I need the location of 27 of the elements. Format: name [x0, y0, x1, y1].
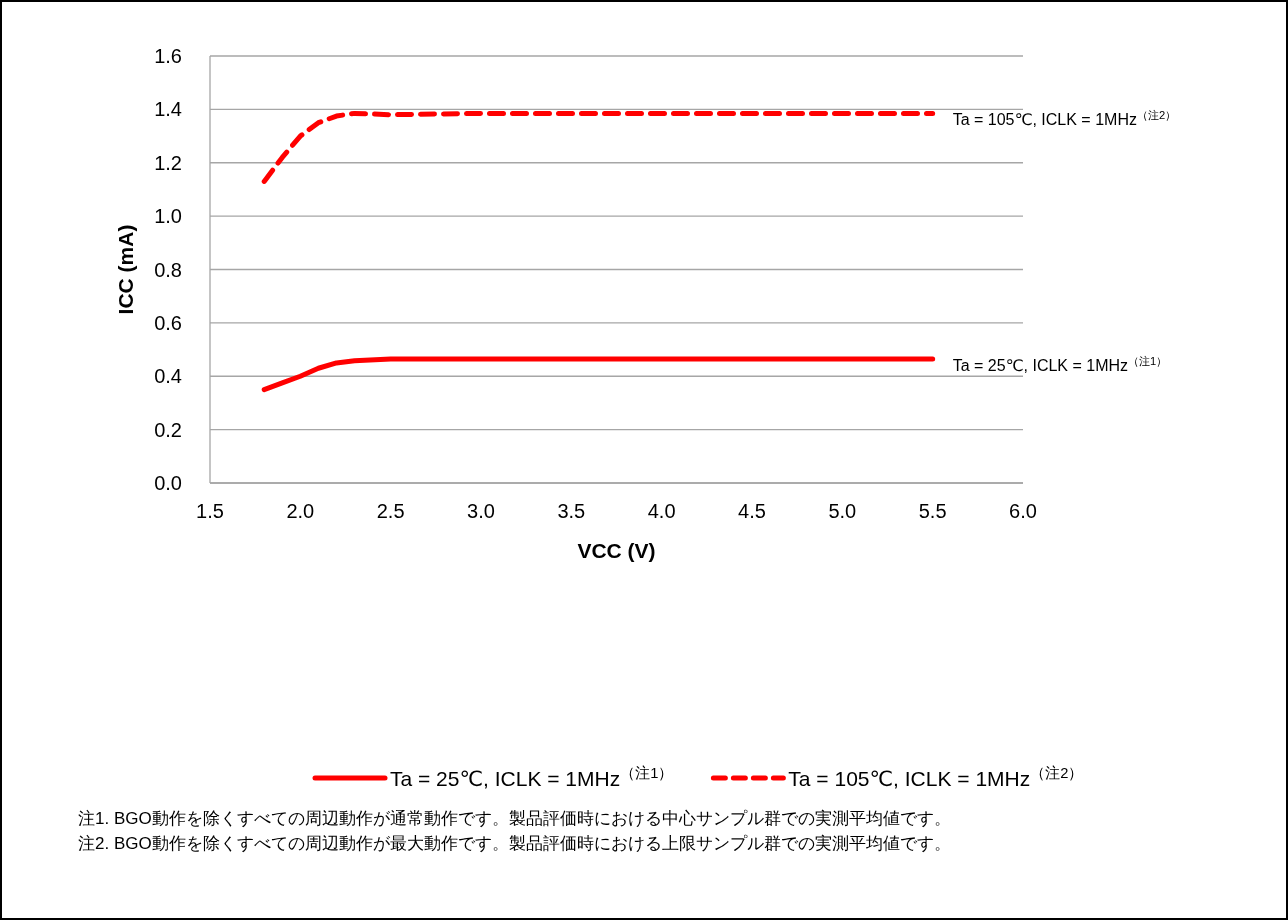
legend-label: Ta = 25℃, ICLK = 1MHz$^{（注1）}$: [390, 765, 674, 790]
y-tick-label: 1.6: [154, 45, 182, 67]
x-tick-label: 2.0: [286, 500, 315, 522]
annotation: Ta = 25℃, ICLK = 1MHz$^{（注1）}$: [952, 354, 1168, 374]
y-tick-label: 0.6: [154, 311, 182, 334]
y-tick-label: 0.2: [154, 418, 182, 441]
x-tick-label: 5.0: [828, 500, 857, 522]
x-axis-title: VCC (V): [577, 539, 656, 562]
x-tick-label: 5.5: [918, 500, 947, 522]
x-tick-label: 6.0: [1009, 500, 1037, 522]
y-tick-label: 1.4: [154, 98, 182, 121]
y-tick-label: 0.0: [154, 472, 182, 494]
y-tick-label: 0.8: [154, 258, 182, 281]
x-tick-label: 2.5: [376, 500, 405, 522]
y-axis-title: ICC (mA): [114, 224, 137, 315]
x-tick-label: 1.5: [196, 500, 224, 522]
text: 注1. BGO動作を除くすべての周辺動作が通常動作です。製品評価時における中心サンプル群での実測平均値です。: [78, 809, 951, 828]
legend-label: Ta = 105℃, ICLK = 1MHz$^{（注2）}$: [788, 765, 1084, 790]
y-tick-label: 1.2: [154, 151, 182, 174]
x-tick-label: 3.5: [557, 500, 586, 522]
x-tick-label: 3.0: [467, 500, 495, 522]
y-tick-label: 0.4: [154, 365, 182, 388]
text: 注2. BGO動作を除くすべての周辺動作が最大動作です。製品評価時における上限サンプル群での実測平均値です。: [78, 834, 951, 853]
annotation: Ta = 105℃, ICLK = 1MHz$^{（注2）}$: [952, 109, 1177, 129]
x-tick-label: 4.5: [738, 500, 766, 522]
y-tick-label: 1.0: [154, 205, 182, 228]
x-tick-label: 4.0: [647, 500, 676, 522]
